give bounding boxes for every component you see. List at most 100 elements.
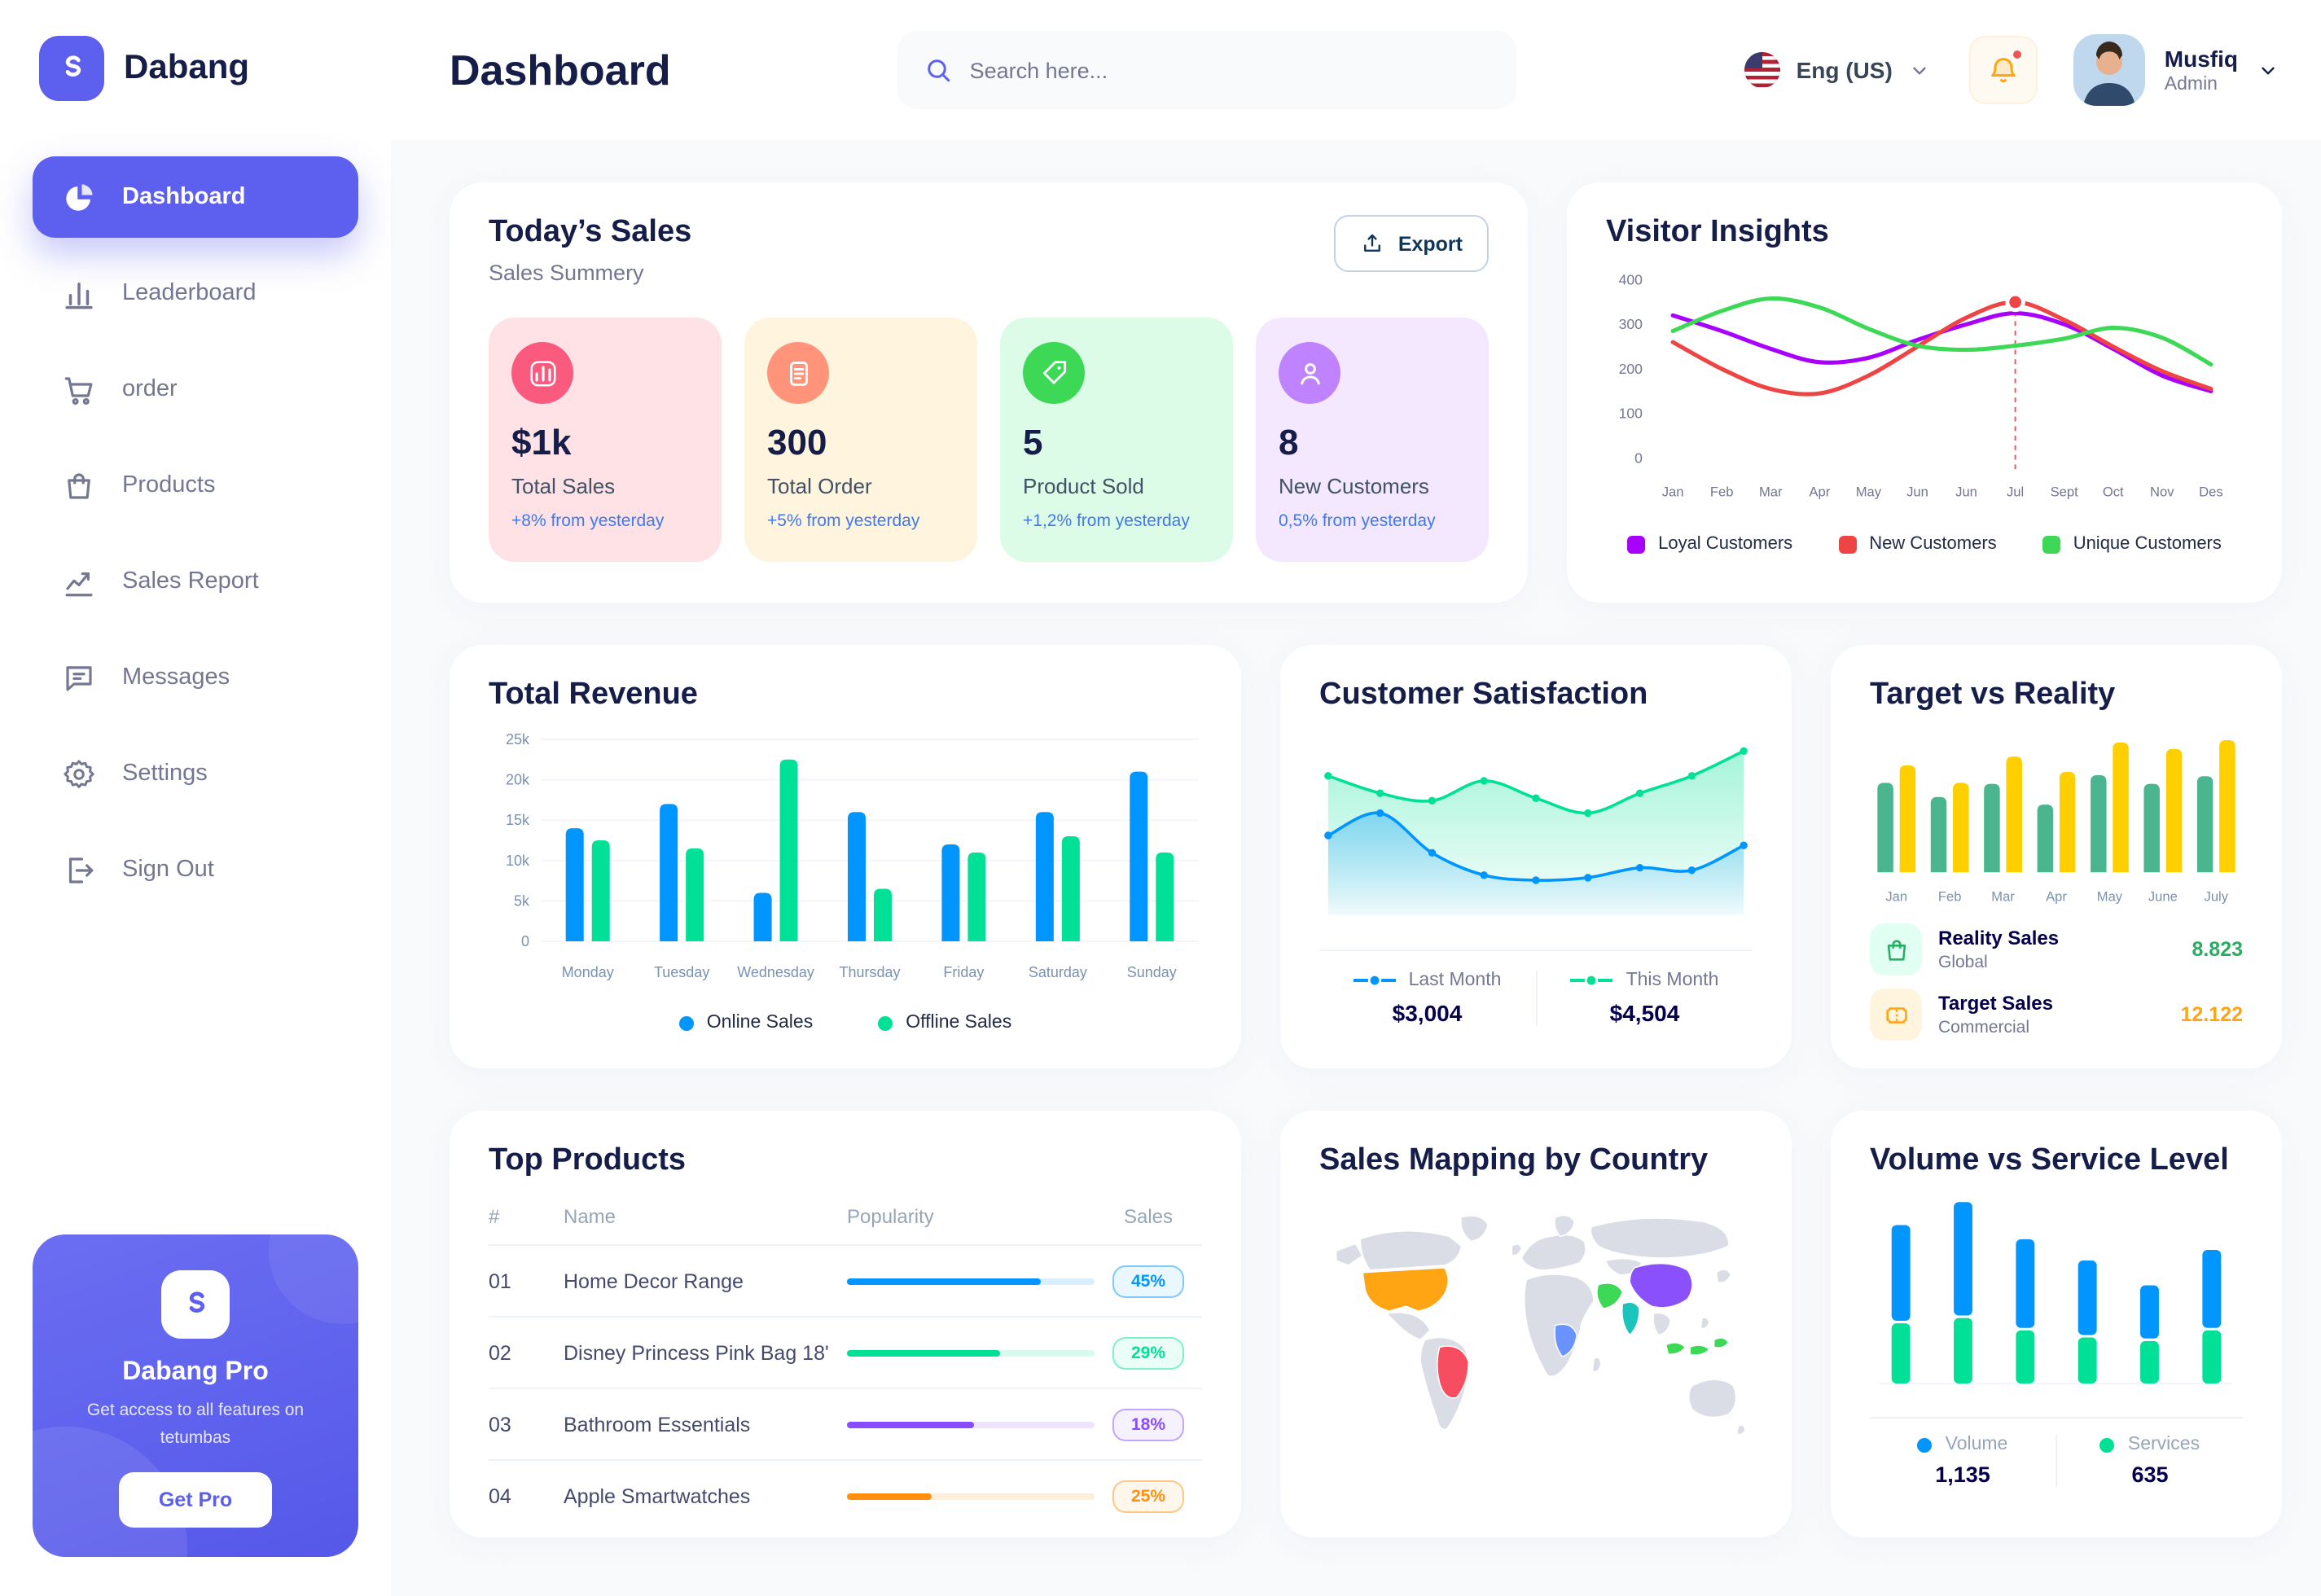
product-row-apple-smartwatches[interactable]: 04 Apple Smartwatches 25% xyxy=(489,1461,1202,1532)
promo-title: Dabang Pro xyxy=(122,1358,269,1387)
search-icon xyxy=(928,59,950,82)
sign-out-icon xyxy=(62,853,96,887)
target-vs-reality-chart: Jan Feb Mar Apr May June July xyxy=(1877,740,2235,904)
svg-text:0: 0 xyxy=(1634,449,1643,466)
ticket-icon xyxy=(1870,989,1922,1041)
notification-dot xyxy=(2011,49,2023,60)
product-row-bathroom-essentials[interactable]: 03 Bathroom Essentials 18% xyxy=(489,1389,1202,1461)
total-revenue-legend: Online Sales Offline Sales xyxy=(489,1013,1202,1033)
legend-value: 12.122 xyxy=(2180,1003,2243,1027)
top-products-rows: 01 Home Decor Range 45% 02 Disney Princess P… xyxy=(489,1246,1202,1532)
visitor-insights-title: Visitor Insights xyxy=(1606,215,1829,249)
legend-offline-sales: Offline Sales xyxy=(878,1013,1011,1033)
brand-logo[interactable]: Dabang xyxy=(33,36,358,101)
svg-text:100: 100 xyxy=(1619,406,1643,422)
svg-text:Apr: Apr xyxy=(1809,484,1830,499)
svg-text:25k: 25k xyxy=(506,731,530,748)
product-sales-badge: 29% xyxy=(1112,1336,1183,1369)
legend-dot xyxy=(678,1015,694,1030)
product-row-disney-princess-pink-bag-18-[interactable]: 02 Disney Princess Pink Bag 18' 29% xyxy=(489,1318,1202,1389)
sidebar-item-products[interactable]: Products xyxy=(33,445,358,526)
message-icon xyxy=(62,660,96,695)
get-pro-button[interactable]: Get Pro xyxy=(119,1472,272,1528)
total-revenue-chart: 0 5k 10k 15k 20k 25k Monday Tuesday Wednesday Thu… xyxy=(506,731,1199,980)
gear-icon xyxy=(62,756,96,791)
promo-brand-icon xyxy=(161,1270,230,1340)
page-title: Dashboard xyxy=(450,45,671,94)
product-popularity-bar xyxy=(847,1278,1095,1284)
product-number: 02 xyxy=(489,1341,511,1364)
svg-text:Thursday: Thursday xyxy=(839,964,900,980)
customer-satisfaction-chart xyxy=(1324,747,1748,915)
svg-text:Sunday: Sunday xyxy=(1127,964,1177,980)
cart-icon xyxy=(62,372,96,406)
us-flag-icon xyxy=(1744,52,1780,88)
stat-chart-icon xyxy=(511,342,573,404)
notifications-button[interactable] xyxy=(1968,36,2038,104)
line-chart-icon xyxy=(62,564,96,598)
sidebar-item-label: order xyxy=(122,376,178,402)
stat-delta: +5% from yesterday xyxy=(767,511,920,531)
volume-service-card: Volume vs Service Level Volume 1,135 Servi… xyxy=(1831,1111,2282,1537)
map-region-indonesia xyxy=(1689,1344,1710,1356)
legend-marker xyxy=(1570,974,1613,988)
top-products-title: Top Products xyxy=(489,1143,687,1177)
legend-loyal-customers: Loyal Customers xyxy=(1627,534,1792,554)
volume-service-chart xyxy=(1880,1202,2233,1385)
top-bar: Dashboard Eng (US) Musfiq Admin xyxy=(391,0,2321,140)
svg-text:300: 300 xyxy=(1619,316,1643,332)
bell-icon xyxy=(1990,58,2016,83)
stat-label: Product Sold xyxy=(1023,474,1144,498)
bag-icon xyxy=(62,468,96,502)
svg-text:200: 200 xyxy=(1619,361,1643,377)
legend-target-sales: Target Sales Commercial 12.122 xyxy=(1870,989,2243,1041)
svg-text:Mar: Mar xyxy=(1991,888,2015,904)
stat-delta: 0,5% from yesterday xyxy=(1279,511,1436,531)
volume-service-legend: Volume 1,135 Services 635 xyxy=(1870,1417,2243,1488)
sidebar-item-sign-out[interactable]: Sign Out xyxy=(33,829,358,910)
product-number: 03 xyxy=(489,1413,511,1436)
sidebar-item-sales-report[interactable]: Sales Report xyxy=(33,541,358,622)
search-bar[interactable] xyxy=(897,31,1517,109)
sidebar-item-label: Sales Report xyxy=(122,568,259,594)
legend-volume: Volume 1,135 xyxy=(1870,1435,2057,1488)
sidebar-item-dashboard[interactable]: Dashboard xyxy=(33,156,358,238)
sidebar-item-label: Settings xyxy=(122,761,208,787)
target-vs-reality-card: Target vs Reality Jan Feb Mar Apr May June Jul… xyxy=(1831,645,2282,1068)
svg-text:Nov: Nov xyxy=(2150,484,2174,499)
visitor-insights-card: Visitor Insights 0 100 200 300 400 Jan Feb Mar A… xyxy=(1567,182,2282,603)
svg-text:Saturday: Saturday xyxy=(1029,964,1087,980)
product-name: Bathroom Essentials xyxy=(564,1413,751,1436)
sidebar-item-settings[interactable]: Settings xyxy=(33,733,358,814)
world-map xyxy=(1335,1215,1746,1436)
legend-value: 8.823 xyxy=(2192,938,2243,962)
map-region-india xyxy=(1621,1301,1640,1336)
sidebar-item-leaderboard[interactable]: Leaderboard xyxy=(33,252,358,334)
product-name: Apple Smartwatches xyxy=(564,1485,751,1508)
user-menu[interactable]: Musfiq Admin xyxy=(2073,34,2279,106)
product-number: 01 xyxy=(489,1269,511,1292)
search-input[interactable] xyxy=(969,58,1491,82)
legend-new-customers: New Customers xyxy=(1838,534,1997,554)
svg-text:July: July xyxy=(2205,888,2229,904)
customer-satisfaction-title: Customer Satisfaction xyxy=(1319,677,1648,712)
sidebar-item-label: Leaderboard xyxy=(122,280,257,306)
sidebar-item-messages[interactable]: Messages xyxy=(33,637,358,718)
svg-text:15k: 15k xyxy=(506,812,530,828)
legend-services: Services 635 xyxy=(2057,1435,2243,1487)
legend-dot xyxy=(2099,1437,2115,1453)
legend-dot xyxy=(878,1015,893,1030)
target-vs-reality-legend: Reality Sales Global 8.823 Target Sales Comm… xyxy=(1870,923,2243,1041)
visitor-insights-chart: 0 100 200 300 400 Jan Feb Mar Apr May Jun Jun Jul Sep… xyxy=(1619,271,2223,499)
bar-chart-icon xyxy=(62,276,96,310)
sidebar-item-order[interactable]: order xyxy=(33,349,358,430)
language-selector[interactable]: Eng (US) xyxy=(1744,52,1930,88)
avatar xyxy=(2073,34,2145,106)
todays-sales-card: Today’s Sales Sales Summery Export $1k To… xyxy=(450,182,1528,603)
product-row-home-decor-range[interactable]: 01 Home Decor Range 45% xyxy=(489,1246,1202,1318)
stat-delta: +8% from yesterday xyxy=(511,511,665,531)
export-button[interactable]: Export xyxy=(1334,215,1489,272)
legend-this-month: This Month $4,504 xyxy=(1537,971,1753,1026)
svg-text:Feb: Feb xyxy=(1938,888,1962,904)
